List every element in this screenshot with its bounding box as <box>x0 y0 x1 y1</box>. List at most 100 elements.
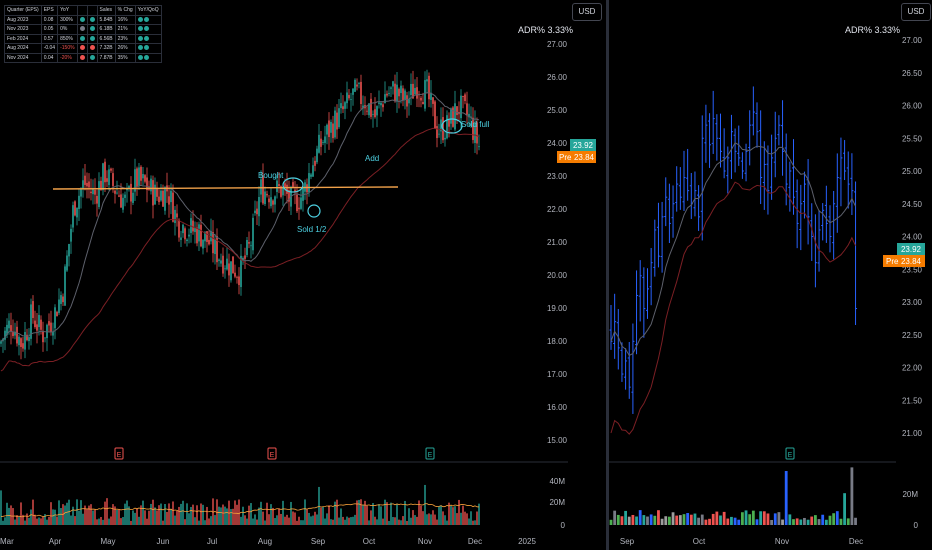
candle-body <box>124 194 126 198</box>
candle-body <box>154 184 156 205</box>
volume-bar <box>106 498 108 525</box>
volume-bar <box>214 515 216 525</box>
candle-body <box>204 231 206 242</box>
candle-body <box>174 209 176 223</box>
candle-body <box>42 330 44 343</box>
status-dot <box>137 35 143 41</box>
candle-body <box>110 168 112 171</box>
volume-bar <box>686 513 690 525</box>
candle-body <box>24 332 26 350</box>
volume-bar <box>264 520 266 525</box>
volume-bar <box>282 500 284 525</box>
volume-bar <box>733 517 737 525</box>
candle-body <box>114 190 116 194</box>
volume-bar <box>294 512 296 525</box>
volume-bar <box>26 513 28 525</box>
volume-bar <box>398 519 400 525</box>
y-tick-label: 15.00 <box>547 436 568 445</box>
candle-body <box>400 85 402 94</box>
volume-bar <box>280 513 282 525</box>
x-tick-label: Nov <box>418 537 432 546</box>
candle-body <box>292 182 294 188</box>
earnings-marker-label: E <box>788 452 793 459</box>
candle-body <box>430 92 432 100</box>
candle-body <box>280 186 282 197</box>
status-dot <box>143 26 149 32</box>
volume-bar <box>144 510 146 525</box>
candle-body <box>416 87 418 99</box>
candle-body <box>74 201 76 216</box>
volume-bar <box>248 505 250 525</box>
candle-body <box>228 263 230 276</box>
table-cell-sales: 7.32B <box>96 43 116 54</box>
candle-body <box>190 218 192 233</box>
currency-button-left[interactable]: USD <box>572 3 602 21</box>
candle-body <box>238 276 240 286</box>
candle-body <box>240 255 242 287</box>
volume-tick-label: 40M <box>549 477 565 486</box>
volume-bar <box>134 512 136 525</box>
candle-body <box>386 93 388 96</box>
earnings-table: Quarter (EPS) EPS YoY Sales % Chg YoY/Qo… <box>4 5 162 63</box>
volume-bar <box>430 514 432 525</box>
table-cell-eps-dot <box>76 43 88 54</box>
candle-body <box>360 81 362 104</box>
left-panel-bg <box>0 0 607 550</box>
candle-body <box>220 260 222 264</box>
volume-tick-label: 0 <box>561 521 566 530</box>
candle-body <box>434 101 436 129</box>
candle-body <box>266 193 268 196</box>
candle-body <box>318 134 320 153</box>
currency-button-right[interactable]: USD <box>901 3 931 21</box>
volume-bar <box>202 504 204 525</box>
sma-fast-line <box>0 92 480 342</box>
candle-body <box>104 161 106 183</box>
candle-body <box>20 338 22 347</box>
volume-bar <box>693 513 697 525</box>
table-row: Aug 2024 -0.04 -150% 7.32B 26% <box>4 43 162 54</box>
volume-bar <box>657 510 660 525</box>
y-tick-label: 27.00 <box>902 36 923 45</box>
volume-bar <box>162 520 164 525</box>
candle-body <box>44 337 46 339</box>
candle-body <box>334 110 336 138</box>
table-cell-sales: 5.84B <box>96 14 116 25</box>
volume-bar <box>324 518 326 525</box>
candle-body <box>86 182 88 187</box>
candle-body <box>322 142 324 143</box>
volume-bar <box>192 504 194 525</box>
volume-bar <box>340 508 342 525</box>
candle-body <box>476 122 478 144</box>
table-cell-sales: 6.56B <box>96 33 116 44</box>
y-tick-label: 17.00 <box>547 370 568 379</box>
pre-price-label: 23.84 <box>574 153 595 162</box>
volume-bar <box>70 515 72 525</box>
candle-body <box>50 322 52 333</box>
volume-bar <box>777 512 781 525</box>
volume-bar <box>416 516 418 525</box>
candle-body <box>212 232 214 254</box>
table-cell-chg: 35% <box>114 52 136 63</box>
table-row: Aug 2023 0.08 300% 5.84B 16% <box>4 14 162 25</box>
candle-body <box>120 194 122 208</box>
volume-bar <box>132 510 134 525</box>
volume-bar <box>140 505 142 525</box>
candle-body <box>92 189 94 195</box>
volume-bar <box>420 505 422 525</box>
volume-bar <box>384 499 386 525</box>
table-cell-quarter: Feb 2024 <box>4 33 42 44</box>
candle-body <box>66 255 68 271</box>
candle-body <box>388 93 390 94</box>
volume-bar <box>766 513 770 525</box>
volume-bar <box>422 511 424 525</box>
table-header-yoy: YoY <box>57 5 78 16</box>
candle-body <box>32 301 34 318</box>
candle-body <box>350 99 352 100</box>
candle-body <box>216 235 218 263</box>
table-cell-chg: 21% <box>114 24 136 35</box>
table-cell-yoy: 850% <box>57 33 78 44</box>
y-tick-label: 27.00 <box>547 40 568 49</box>
table-header-blank <box>86 5 98 16</box>
volume-bar <box>272 507 274 525</box>
candle-body <box>270 197 272 207</box>
